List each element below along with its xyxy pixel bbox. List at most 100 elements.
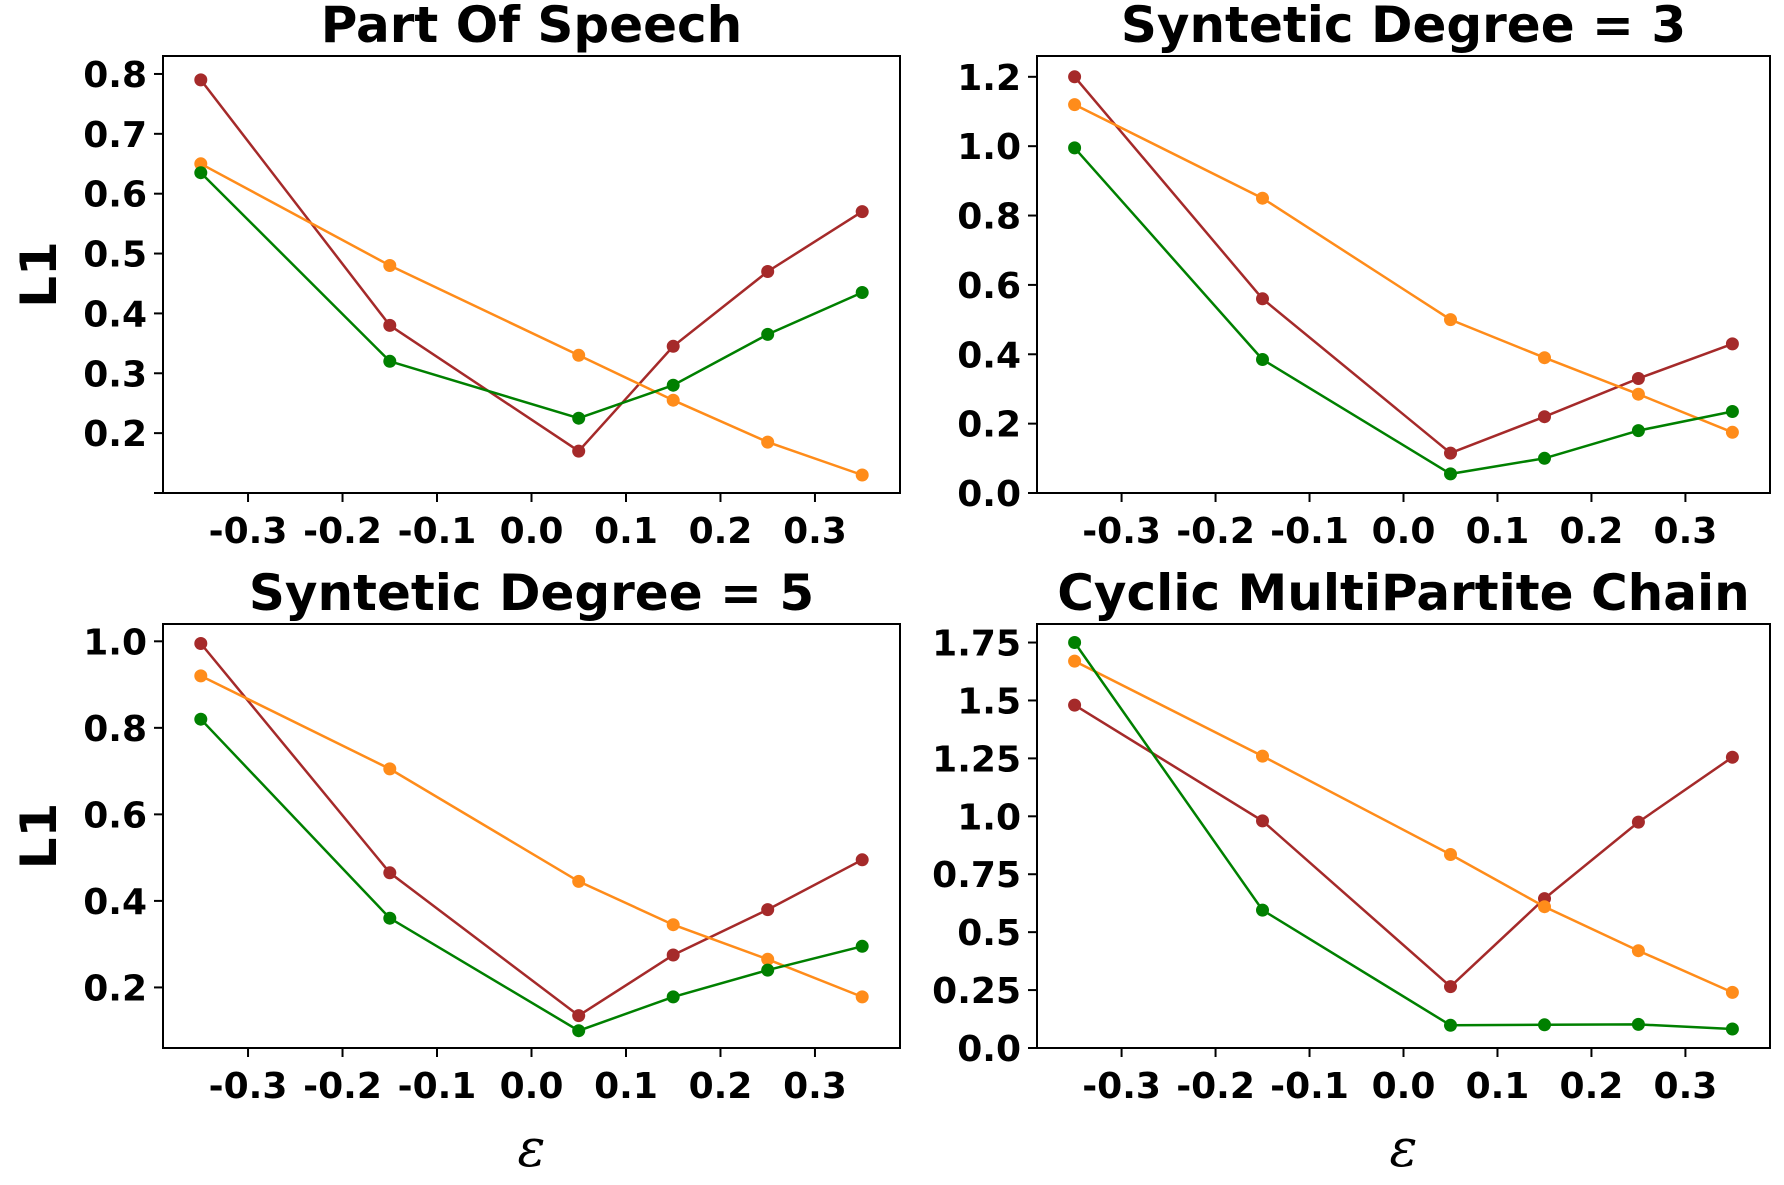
data-point-orange [1068,98,1082,112]
data-point-red [666,339,680,353]
panel-part-of-speech: Part Of Speech0.20.30.40.50.60.70.8-0.3-… [10,0,901,552]
data-point-red [855,853,869,867]
y-tick-label: 1.2 [957,58,1021,99]
y-tick-label: 1.75 [932,624,1021,665]
data-point-green [1068,141,1082,155]
x-tick-label: -0.2 [303,1066,382,1107]
x-tick-label: -0.2 [1176,511,1255,552]
data-point-red [383,318,397,332]
data-point-green [761,963,775,977]
x-tick-label: 0.2 [689,1066,753,1107]
data-point-red [572,1009,586,1023]
data-point-orange [572,874,586,888]
x-axis-label: ε [518,1119,546,1179]
x-tick-label: -0.3 [1082,1066,1161,1107]
data-point-green [194,712,208,726]
x-tick-label: 0.3 [1654,1066,1718,1107]
chart-title: Cyclic MultiPartite Chain [1057,564,1750,622]
data-point-orange [761,435,775,449]
y-tick-label: 0.2 [957,405,1021,446]
data-point-red [1631,815,1645,829]
data-point-orange [1444,313,1457,327]
panel-syntetic-degree-5: Syntetic Degree = 5 0.2 0.4 0.6 0.8 1.0 -0.3 -0… [10,564,901,1179]
x-tick-label: 0.1 [594,511,658,552]
y-tick-label: 1.25 [932,739,1021,780]
data-point-orange [761,952,775,966]
data-point-red [1725,750,1739,764]
y-tick-label: 0.4 [83,882,147,923]
series-line-green [1073,147,1733,476]
y-tick-label: 0.0 [957,474,1021,515]
y-tick-label: 0.5 [957,913,1021,954]
series-line-red [1073,75,1733,455]
data-point-red [194,637,208,650]
series-line-orange [1074,659,1733,994]
x-tick-label: 0.0 [1372,1066,1436,1107]
x-tick-label: -0.2 [303,511,382,552]
data-point-red [1444,980,1457,994]
data-point-green [1444,1018,1457,1032]
y-axis-label: L1 [10,241,68,308]
x-tick-label: 0.1 [594,1066,658,1107]
data-point-orange [194,157,208,171]
data-point-red [761,265,775,278]
y-tick-label: 0.8 [83,55,147,96]
data-point-orange [1256,749,1269,763]
data-point-red [1068,698,1082,712]
x-tick-label: 0.3 [783,1066,847,1107]
data-point-green [666,990,680,1004]
data-point-green [855,286,869,299]
y-tick-label: 0.4 [83,294,147,335]
plot-frame [162,623,901,1049]
data-point-red [761,903,775,917]
data-point-green [1725,1022,1739,1036]
x-tick-label: 0.0 [500,1066,564,1107]
x-tick-label: 0.0 [500,511,564,552]
y-tick-label: 0.75 [932,855,1021,896]
x-tick-label: 0.2 [1560,511,1624,552]
data-point-red [572,444,586,458]
data-point-red [383,866,397,880]
x-tick-label: -0.1 [398,1066,477,1107]
data-point-orange [1631,944,1645,958]
data-point-green [761,327,775,341]
data-point-orange [1538,351,1551,365]
y-tick-label: 0.3 [83,354,147,395]
data-point-red [1444,446,1457,460]
y-tick-label: 0.4 [957,335,1021,376]
x-tick-label: 0.3 [783,511,847,552]
y-tick-label: 0.8 [83,709,147,750]
y-tick-label: 0.6 [957,266,1021,307]
data-point-orange [1444,848,1457,861]
data-point-orange [383,259,397,272]
data-point-red [855,205,869,219]
y-tick-label: 0.0 [957,1029,1021,1070]
data-point-red [194,73,208,87]
series-line-green [199,718,863,1033]
series-line-orange [200,674,863,999]
data-point-green [1538,1018,1551,1032]
series-line-red [199,79,863,453]
data-point-orange [1631,387,1645,401]
y-tick-label: 1.0 [83,622,147,663]
data-point-orange [666,393,680,407]
data-point-green [1256,353,1269,366]
data-point-green [572,411,586,425]
chart-title: Part Of Speech [321,0,743,54]
data-point-orange [1256,191,1269,205]
y-tick-label: 0.5 [83,235,147,276]
data-point-green [1068,636,1082,649]
data-point-red [1631,372,1645,385]
x-tick-label: -0.1 [1270,1066,1349,1107]
data-point-green [1631,1017,1645,1031]
data-point-orange [383,762,397,776]
series-line-orange [1074,103,1733,434]
data-point-green [383,354,397,368]
data-point-red [1256,814,1269,828]
data-point-orange [855,990,869,1004]
x-tick-label: 0.1 [1466,1066,1530,1107]
x-tick-label: -0.2 [1176,1066,1255,1107]
data-point-orange [1538,900,1551,914]
series-line-orange [200,162,863,477]
